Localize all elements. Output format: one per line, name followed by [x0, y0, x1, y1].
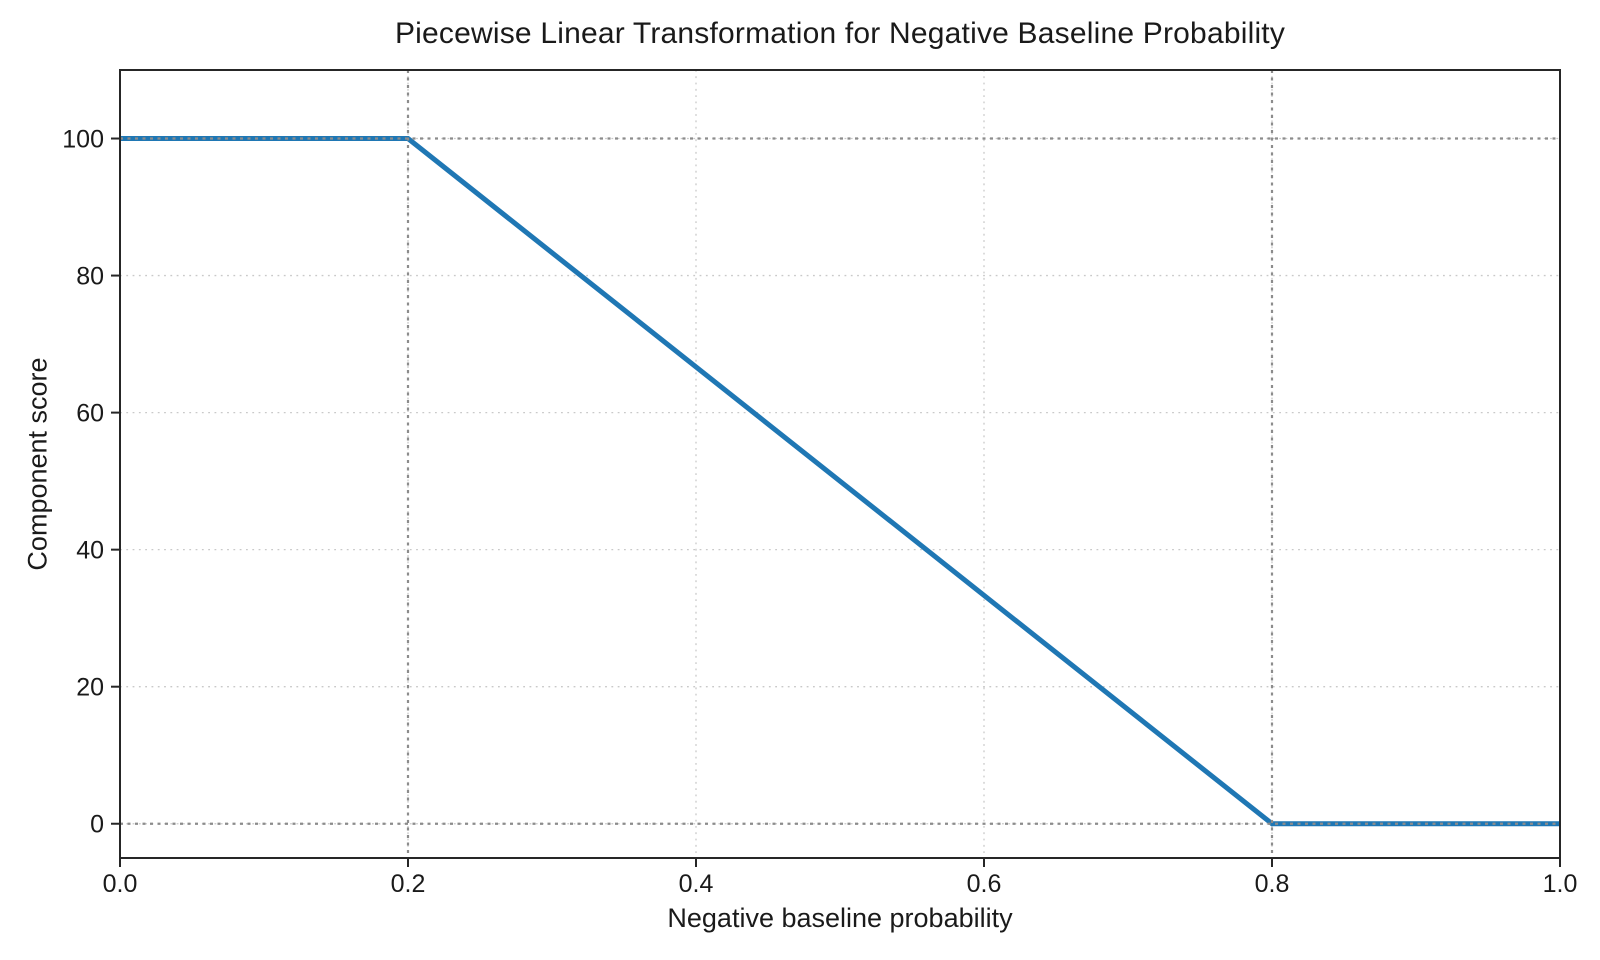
axes-spines: [119, 69, 1561, 859]
x-tick-label: 0.4: [679, 870, 714, 898]
y-tick-label: 100: [62, 126, 104, 154]
y-tick-label: 20: [76, 674, 104, 702]
chart-title: Piecewise Linear Transformation for Nega…: [394, 17, 1286, 50]
y-tick-label: 60: [76, 400, 104, 428]
x-tick-label: 0.8: [1255, 870, 1290, 898]
x-tick-label: 0.0: [103, 870, 138, 898]
x-tick-label: 1.0: [1543, 870, 1578, 898]
x-tick-label: 0.2: [391, 870, 426, 898]
series-line: [120, 136, 1560, 827]
x-tick-label: 0.6: [967, 870, 1002, 898]
x-axis-label: Negative baseline probability: [667, 903, 1013, 933]
y-tick-label: 0: [90, 811, 104, 839]
y-tick-label: 40: [76, 537, 104, 565]
y-tick-label: 80: [76, 263, 104, 291]
